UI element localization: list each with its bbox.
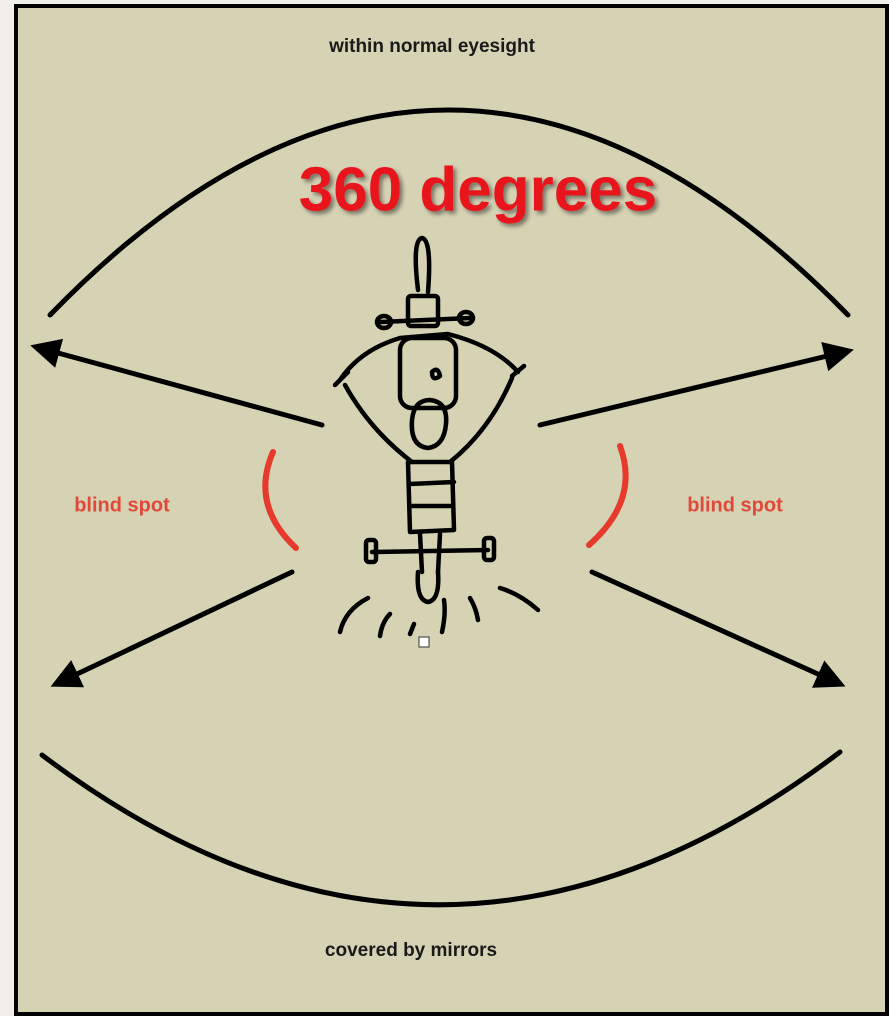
arrow bbox=[50, 569, 295, 688]
blind-spot-label: blind spot bbox=[687, 494, 783, 516]
arrow bbox=[30, 338, 325, 428]
handle bbox=[418, 636, 430, 648]
arrow bbox=[537, 342, 854, 428]
top-label: within normal eyesight bbox=[328, 36, 536, 57]
bottom-label: covered by mirrors bbox=[325, 940, 497, 961]
motorcycle-sketch bbox=[332, 235, 541, 639]
blind-spot-label: blind spot bbox=[74, 494, 170, 516]
top-arc bbox=[47, 107, 851, 318]
blind-spot-arc bbox=[262, 449, 299, 551]
title: 360 degrees bbox=[299, 155, 657, 224]
bottom-arc bbox=[39, 749, 843, 908]
blind-spot-arc bbox=[586, 443, 629, 548]
arrow bbox=[589, 569, 846, 688]
